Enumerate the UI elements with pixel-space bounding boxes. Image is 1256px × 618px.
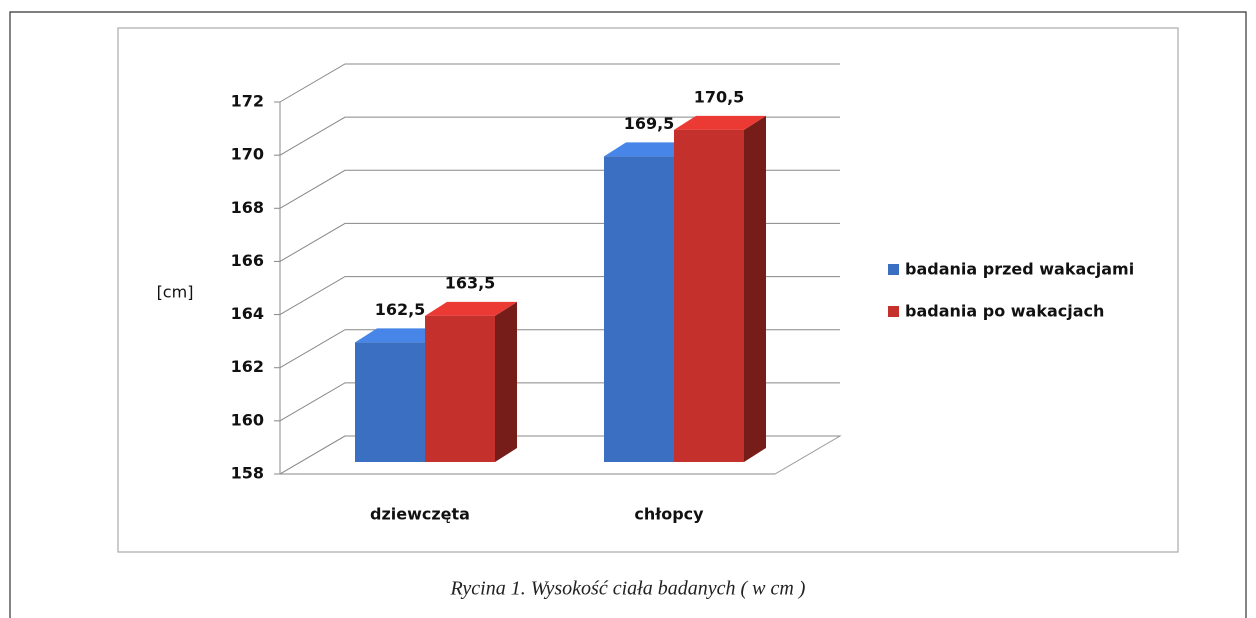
bar xyxy=(674,129,744,462)
bar-top xyxy=(355,328,447,343)
y-tick-label: 172 xyxy=(231,92,264,111)
x-tick-label: dziewczęta xyxy=(370,505,470,524)
bar xyxy=(355,342,425,462)
y-tick-label: 164 xyxy=(231,304,264,323)
legend-label: badania po wakacjach xyxy=(905,302,1104,321)
y-tick-label: 166 xyxy=(231,251,264,270)
page-frame xyxy=(9,11,1247,618)
grid-line xyxy=(279,63,840,103)
legend-swatch xyxy=(888,306,899,317)
y-tick-label: 162 xyxy=(231,357,264,376)
bar-side xyxy=(744,115,766,462)
caption: Rycina 1. Wysokość ciała badanych ( w cm… xyxy=(450,578,806,600)
bar-side xyxy=(495,301,517,462)
bar-top xyxy=(425,301,517,316)
y-tick-label: 158 xyxy=(231,464,264,483)
y-axis-label: [cm] xyxy=(157,283,194,302)
y-tick-label: 170 xyxy=(231,145,264,164)
bar xyxy=(604,156,674,462)
grid-line xyxy=(279,116,840,156)
y-tick-label: 160 xyxy=(231,410,264,429)
legend-swatch xyxy=(888,264,899,275)
bar-top xyxy=(674,115,766,130)
x-tick-label: chłopcy xyxy=(634,505,704,524)
value-label: 162,5 xyxy=(375,300,426,319)
y-tick-label: 168 xyxy=(231,198,264,217)
value-label: 170,5 xyxy=(694,87,745,106)
bar xyxy=(425,315,495,462)
value-label: 169,5 xyxy=(624,114,675,133)
value-label: 163,5 xyxy=(445,273,496,292)
bar-top xyxy=(604,142,696,157)
legend-label: badania przed wakacjami xyxy=(905,260,1134,279)
